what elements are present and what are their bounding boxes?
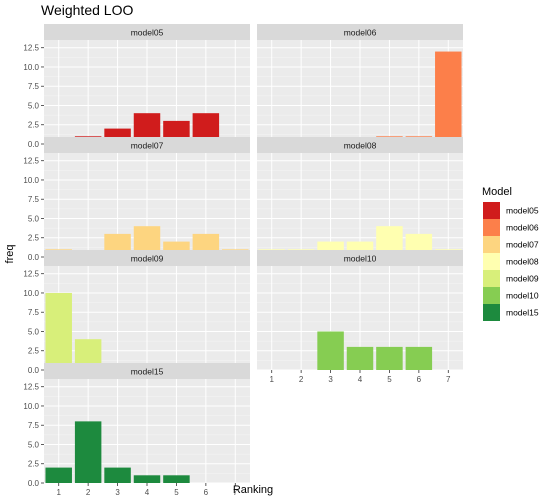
legend-label-model05: model05 (506, 206, 539, 216)
facet-panel-model05: model05 0.0 2.5 5.0 7.5 10.0 12.5 (23, 24, 250, 149)
y-tick-label: 0.0 (28, 140, 40, 149)
y-tick-label: 0.0 (28, 479, 40, 488)
facet-panels: model050.02.55.07.510.012.5model06model0… (23, 24, 463, 497)
legend-label-model07: model07 (506, 240, 539, 250)
facet-strip (44, 24, 250, 40)
bar-model10-3 (317, 331, 344, 370)
bar-model06-7 (435, 51, 462, 144)
y-tick-label: 5.0 (28, 101, 40, 110)
facet-strip (44, 363, 250, 379)
legend-label-model06: model06 (506, 223, 539, 233)
legend-key-model15 (483, 304, 500, 321)
x-tick-label: 5 (387, 375, 392, 384)
y-tick-label: 12.5 (23, 157, 39, 166)
y-tick-label: 10.0 (23, 289, 39, 298)
bar-model15-5 (163, 475, 190, 483)
facet-strip-label: model15 (131, 367, 164, 377)
facet-panel-model08: model08 (257, 137, 463, 258)
x-tick-label: 6 (204, 488, 209, 497)
y-tick-label: 12.5 (23, 44, 39, 53)
facet-strip (257, 137, 463, 153)
facet-panel-model15: model15 0.0 2.5 5.0 7.5 10.0 12.5 1 2 3 4 5 6 7 (23, 363, 250, 497)
y-tick-label: 5.0 (28, 214, 40, 223)
bar-model09-1 (45, 292, 72, 370)
y-tick-label: 5.0 (28, 327, 40, 336)
y-tick-label: 2.5 (28, 234, 40, 243)
y-tick-label: 12.5 (23, 383, 39, 392)
facet-panel-model06: model06 (257, 24, 463, 145)
legend-key-model05 (483, 202, 500, 219)
y-axis-title: freq (4, 245, 16, 264)
x-tick-label: 5 (174, 488, 179, 497)
y-tick-label: 10.0 (23, 63, 39, 72)
y-tick-label: 2.5 (28, 460, 40, 469)
facet-strip (44, 250, 250, 266)
facet-strip-label: model10 (344, 254, 377, 264)
bar-model15-2 (74, 421, 102, 483)
bar-model15-1 (45, 467, 72, 483)
y-tick-label: 0.0 (28, 366, 40, 375)
legend-label-model08: model08 (506, 257, 539, 267)
legend-key-model10 (483, 287, 500, 304)
facet-strip-label: model07 (131, 141, 164, 151)
legend-label-model15: model15 (506, 308, 539, 318)
x-tick-label: 4 (358, 375, 363, 384)
y-tick-label: 7.5 (28, 421, 40, 430)
bar-model15-4 (133, 475, 161, 483)
y-tick-label: 10.0 (23, 176, 39, 185)
facet-panel-model10: model10 1 2 3 4 5 6 7 (257, 250, 463, 384)
x-axis-title: Ranking (233, 484, 273, 496)
facet-panel-model07: model07 0.0 2.5 5.0 7.5 10.0 12.5 (23, 137, 250, 262)
facet-strip (44, 137, 250, 153)
x-tick-label: 7 (233, 488, 238, 497)
x-tick-label: 6 (417, 375, 422, 384)
y-tick-label: 5.0 (28, 440, 40, 449)
x-tick-label: 2 (299, 375, 304, 384)
facet-strip-label: model09 (131, 254, 164, 264)
y-tick-label: 12.5 (23, 270, 39, 279)
bar-model10-5 (376, 346, 403, 370)
facet-strip-label: model08 (344, 141, 377, 151)
x-tick-label: 3 (115, 488, 120, 497)
legend-label-model09: model09 (506, 274, 539, 284)
x-tick-label: 7 (446, 375, 451, 384)
legend-key-model08 (483, 253, 500, 270)
facet-strip (257, 24, 463, 40)
legend: Model model05 model06 model07 model08 model0… (482, 186, 539, 321)
bar-model10-6 (405, 346, 433, 370)
x-tick-label: 1 (269, 375, 274, 384)
legend-key-model06 (483, 219, 500, 236)
x-tick-label: 3 (328, 375, 333, 384)
facet-strip-label: model05 (131, 28, 164, 38)
y-tick-label: 7.5 (28, 82, 40, 91)
y-tick-label: 10.0 (23, 402, 39, 411)
x-tick-label: 1 (56, 488, 61, 497)
y-tick-label: 7.5 (28, 195, 40, 204)
legend-key-model09 (483, 270, 500, 287)
facet-strip-label: model06 (344, 28, 377, 38)
y-tick-label: 0.0 (28, 253, 40, 262)
bar-model15-3 (104, 467, 131, 483)
y-tick-label: 7.5 (28, 308, 40, 317)
legend-label-model10: model10 (506, 291, 539, 301)
chart-title: Weighted LOO (41, 2, 133, 18)
legend-title: Model (482, 186, 512, 198)
y-tick-label: 2.5 (28, 121, 40, 130)
legend-key-model07 (483, 236, 500, 253)
x-tick-label: 4 (145, 488, 150, 497)
x-tick-label: 2 (86, 488, 91, 497)
facet-strip (257, 250, 463, 266)
facet-panel-model09: model09 0.0 2.5 5.0 7.5 10.0 12.5 (23, 250, 250, 375)
bar-model10-4 (346, 346, 374, 370)
y-tick-label: 2.5 (28, 347, 40, 356)
